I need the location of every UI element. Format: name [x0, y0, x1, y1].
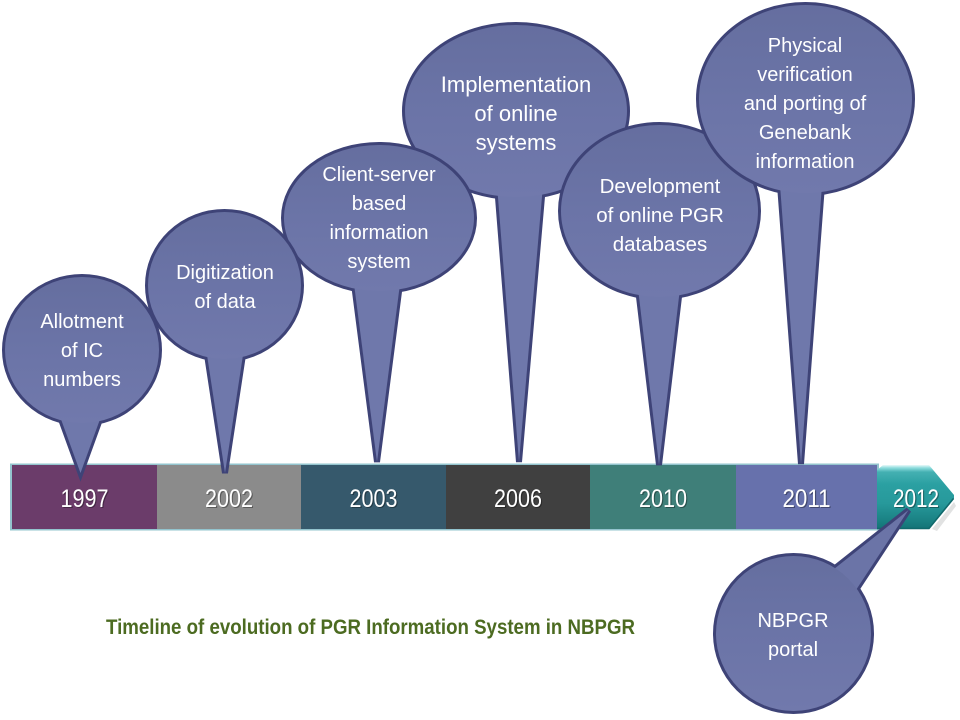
svg-text:databases: databases	[613, 233, 708, 256]
svg-text:1997: 1997	[62, 486, 110, 514]
svg-text:portal: portal	[768, 639, 818, 661]
svg-text:numbers: numbers	[43, 369, 121, 391]
svg-text:2010: 2010	[640, 486, 688, 514]
svg-text:information: information	[756, 151, 855, 173]
svg-text:Timeline of evolution of PGR I: Timeline of evolution of PGR Information…	[106, 616, 635, 639]
svg-text:Digitization: Digitization	[176, 262, 274, 284]
svg-text:2012: 2012	[893, 485, 939, 513]
svg-text:2011: 2011	[784, 486, 832, 514]
svg-text:2003: 2003	[351, 486, 399, 514]
svg-text:Genebank: Genebank	[759, 122, 852, 144]
svg-text:2006: 2006	[494, 485, 542, 513]
svg-text:2002: 2002	[206, 486, 254, 514]
svg-text:2003: 2003	[350, 485, 398, 513]
svg-text:Client-server: Client-server	[322, 164, 436, 186]
svg-text:2002: 2002	[205, 485, 253, 513]
svg-text:Development: Development	[600, 175, 721, 198]
svg-text:based: based	[352, 193, 407, 215]
svg-text:1997: 1997	[61, 485, 109, 513]
svg-text:information: information	[330, 222, 429, 244]
svg-text:of online: of online	[474, 101, 557, 126]
svg-text:Allotment: Allotment	[40, 311, 124, 333]
svg-text:2006: 2006	[495, 486, 543, 514]
svg-text:of IC: of IC	[61, 340, 103, 362]
svg-text:2010: 2010	[639, 485, 687, 513]
svg-text:and porting of: and porting of	[744, 93, 867, 115]
svg-text:2011: 2011	[783, 485, 831, 513]
svg-text:of data: of data	[194, 291, 256, 313]
svg-text:system: system	[347, 251, 410, 273]
svg-text:verification: verification	[757, 64, 853, 86]
svg-text:Implementation: Implementation	[441, 72, 591, 97]
svg-text:of online PGR: of online PGR	[596, 204, 724, 227]
svg-text:2012: 2012	[894, 486, 940, 514]
svg-text:Physical: Physical	[768, 35, 842, 57]
svg-text:systems: systems	[476, 130, 557, 155]
svg-text:NBPGR: NBPGR	[757, 610, 828, 632]
